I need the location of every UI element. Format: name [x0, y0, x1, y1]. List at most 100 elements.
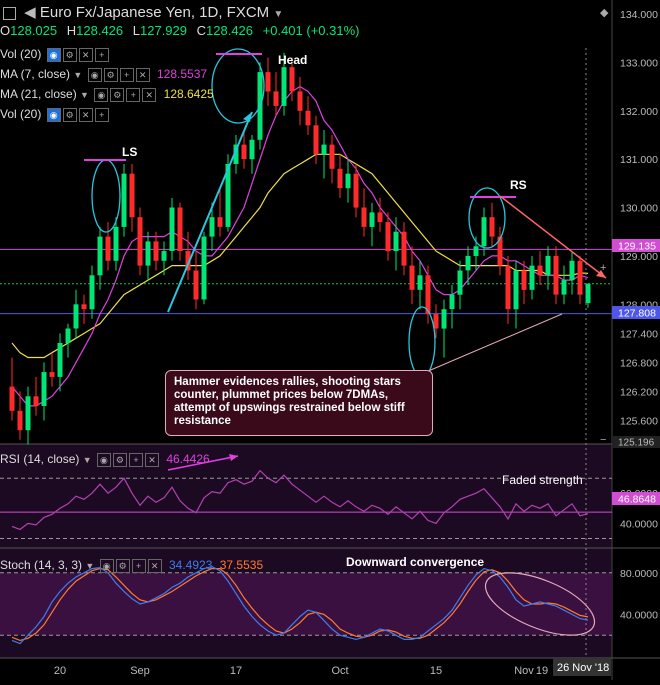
candle [33, 376, 39, 416]
delete-icon[interactable]: ✕ [135, 67, 150, 82]
price-tick-label: 126.800 [620, 357, 658, 369]
candle [241, 130, 247, 169]
candle [273, 72, 279, 116]
delete-icon[interactable]: ✕ [147, 558, 162, 573]
candle [41, 362, 47, 421]
vol2-label[interactable]: Vol (20) [0, 107, 42, 121]
open-value: 128.025 [10, 23, 58, 38]
rsi-rise-arrowhead [229, 454, 238, 461]
candle-body [425, 275, 431, 314]
rs-ellipse [468, 187, 506, 249]
candle-body [9, 386, 15, 411]
settings-icon[interactable]: ⚙ [103, 67, 118, 82]
vol1-label[interactable]: Vol (20) [0, 47, 42, 61]
settings-icon[interactable]: ⚙ [62, 107, 77, 122]
candle [337, 154, 343, 198]
candle-body [489, 217, 495, 237]
symbol-title[interactable]: Euro Fx/Japanese Yen, 1D, FXCM [39, 4, 270, 21]
ma7-label[interactable]: MA (7, close) [0, 67, 71, 81]
price-axis-bg [612, 0, 660, 680]
candle [201, 231, 207, 305]
eye-icon[interactable]: ◉ [87, 67, 102, 82]
candle-body [41, 372, 47, 406]
candle-body [241, 144, 247, 160]
candle-body [473, 246, 479, 256]
open-label: O [0, 23, 11, 38]
more-icon[interactable]: + [94, 107, 109, 122]
more-icon[interactable]: + [131, 558, 146, 573]
more-icon[interactable]: + [119, 67, 134, 82]
candle [457, 260, 463, 310]
more-icon[interactable]: + [126, 87, 141, 102]
scale-buttons[interactable]: + − ◆ [600, 7, 609, 446]
candle-body [209, 217, 215, 237]
candle [129, 164, 135, 232]
symbol-bar: ◀ Euro Fx/Japanese Yen, 1D, FXCM ▼ [0, 3, 283, 21]
more-icon[interactable]: + [94, 47, 109, 62]
eye-icon[interactable]: ◉ [46, 107, 61, 122]
price-scale-minus-icon[interactable]: − [600, 434, 606, 446]
candle [137, 207, 143, 276]
rsi-dropdown-icon[interactable]: ▼ [82, 455, 92, 465]
low-badge-text: 125.196 [618, 438, 655, 449]
legend-rsi[interactable]: RSI (14, close) ▼ ◉ ⚙ + ✕ 46.4426 [0, 452, 210, 467]
settings-icon[interactable]: ⚙ [110, 87, 125, 102]
rsi-note: Faded strength [502, 473, 583, 487]
settings-icon[interactable]: ⚙ [62, 47, 77, 62]
ma7-dropdown-icon[interactable]: ▼ [73, 70, 83, 80]
more-icon[interactable]: + [128, 452, 143, 467]
candle [265, 57, 271, 106]
candle [281, 52, 287, 116]
stoch-k-value: 34.4923 [169, 558, 213, 572]
legend-vol2[interactable]: Vol (20) ◉ ⚙ ✕ + [0, 107, 109, 122]
legend-stoch[interactable]: Stoch (14, 3, 3) ▼ ◉ ⚙ + ✕ 34.4923 37.5535 [0, 558, 263, 573]
legend-ma7[interactable]: MA (7, close) ▼ ◉ ⚙ + ✕ 128.5537 [0, 67, 207, 82]
candle-body [81, 304, 87, 310]
candle [377, 197, 383, 232]
delete-icon[interactable]: ✕ [78, 107, 93, 122]
candle-body [313, 125, 319, 155]
legend-ma21[interactable]: MA (21, close) ▼ ◉ ⚙ + ✕ 128.6425 [0, 87, 214, 102]
price-scale-settings-icon[interactable]: ◆ [600, 7, 609, 19]
candle-body [393, 231, 399, 252]
ma21-label[interactable]: MA (21, close) [0, 87, 77, 101]
delete-icon[interactable]: ✕ [144, 452, 159, 467]
back-arrow-icon[interactable]: ◀ [24, 4, 36, 21]
candle [89, 265, 95, 319]
stoch-dropdown-icon[interactable]: ▼ [85, 561, 95, 571]
ohlc-row: O128.025 H128.426 L127.929 C128.426 +0.4… [0, 23, 360, 38]
candle-body [169, 207, 175, 251]
rsi-label[interactable]: RSI (14, close) [0, 452, 80, 466]
stoch-label[interactable]: Stoch (14, 3, 3) [0, 558, 83, 572]
delete-icon[interactable]: ✕ [78, 47, 93, 62]
candle-body [177, 207, 183, 251]
low-label: L [132, 23, 140, 38]
candle [425, 265, 431, 324]
eye-icon[interactable]: ◉ [96, 452, 111, 467]
support-badge [612, 306, 660, 319]
eye-icon[interactable]: ◉ [99, 558, 114, 573]
candle-body [265, 72, 271, 92]
uptrend-arrow [167, 111, 253, 313]
legend-vol1[interactable]: Vol (20) ◉ ⚙ ✕ + [0, 47, 109, 62]
settings-icon[interactable]: ⚙ [112, 452, 127, 467]
symbol-dropdown-icon[interactable]: ▼ [273, 9, 284, 20]
candle [385, 212, 391, 261]
candle-body [225, 164, 231, 227]
candle-body [97, 236, 103, 276]
price-scale-plus-icon[interactable]: + [600, 262, 606, 274]
eye-icon[interactable]: ◉ [94, 87, 109, 102]
ma21-dropdown-icon[interactable]: ▼ [80, 90, 89, 100]
settings-icon[interactable]: ⚙ [115, 558, 130, 573]
candle-body [289, 67, 295, 92]
candle [553, 246, 559, 305]
ma21-line [11, 153, 589, 359]
candle-body [305, 110, 311, 126]
eye-icon[interactable]: ◉ [46, 47, 61, 62]
collapse-icon[interactable] [3, 6, 16, 20]
delete-icon[interactable]: ✕ [142, 87, 157, 102]
candle [97, 226, 103, 290]
candle-body [113, 226, 119, 261]
